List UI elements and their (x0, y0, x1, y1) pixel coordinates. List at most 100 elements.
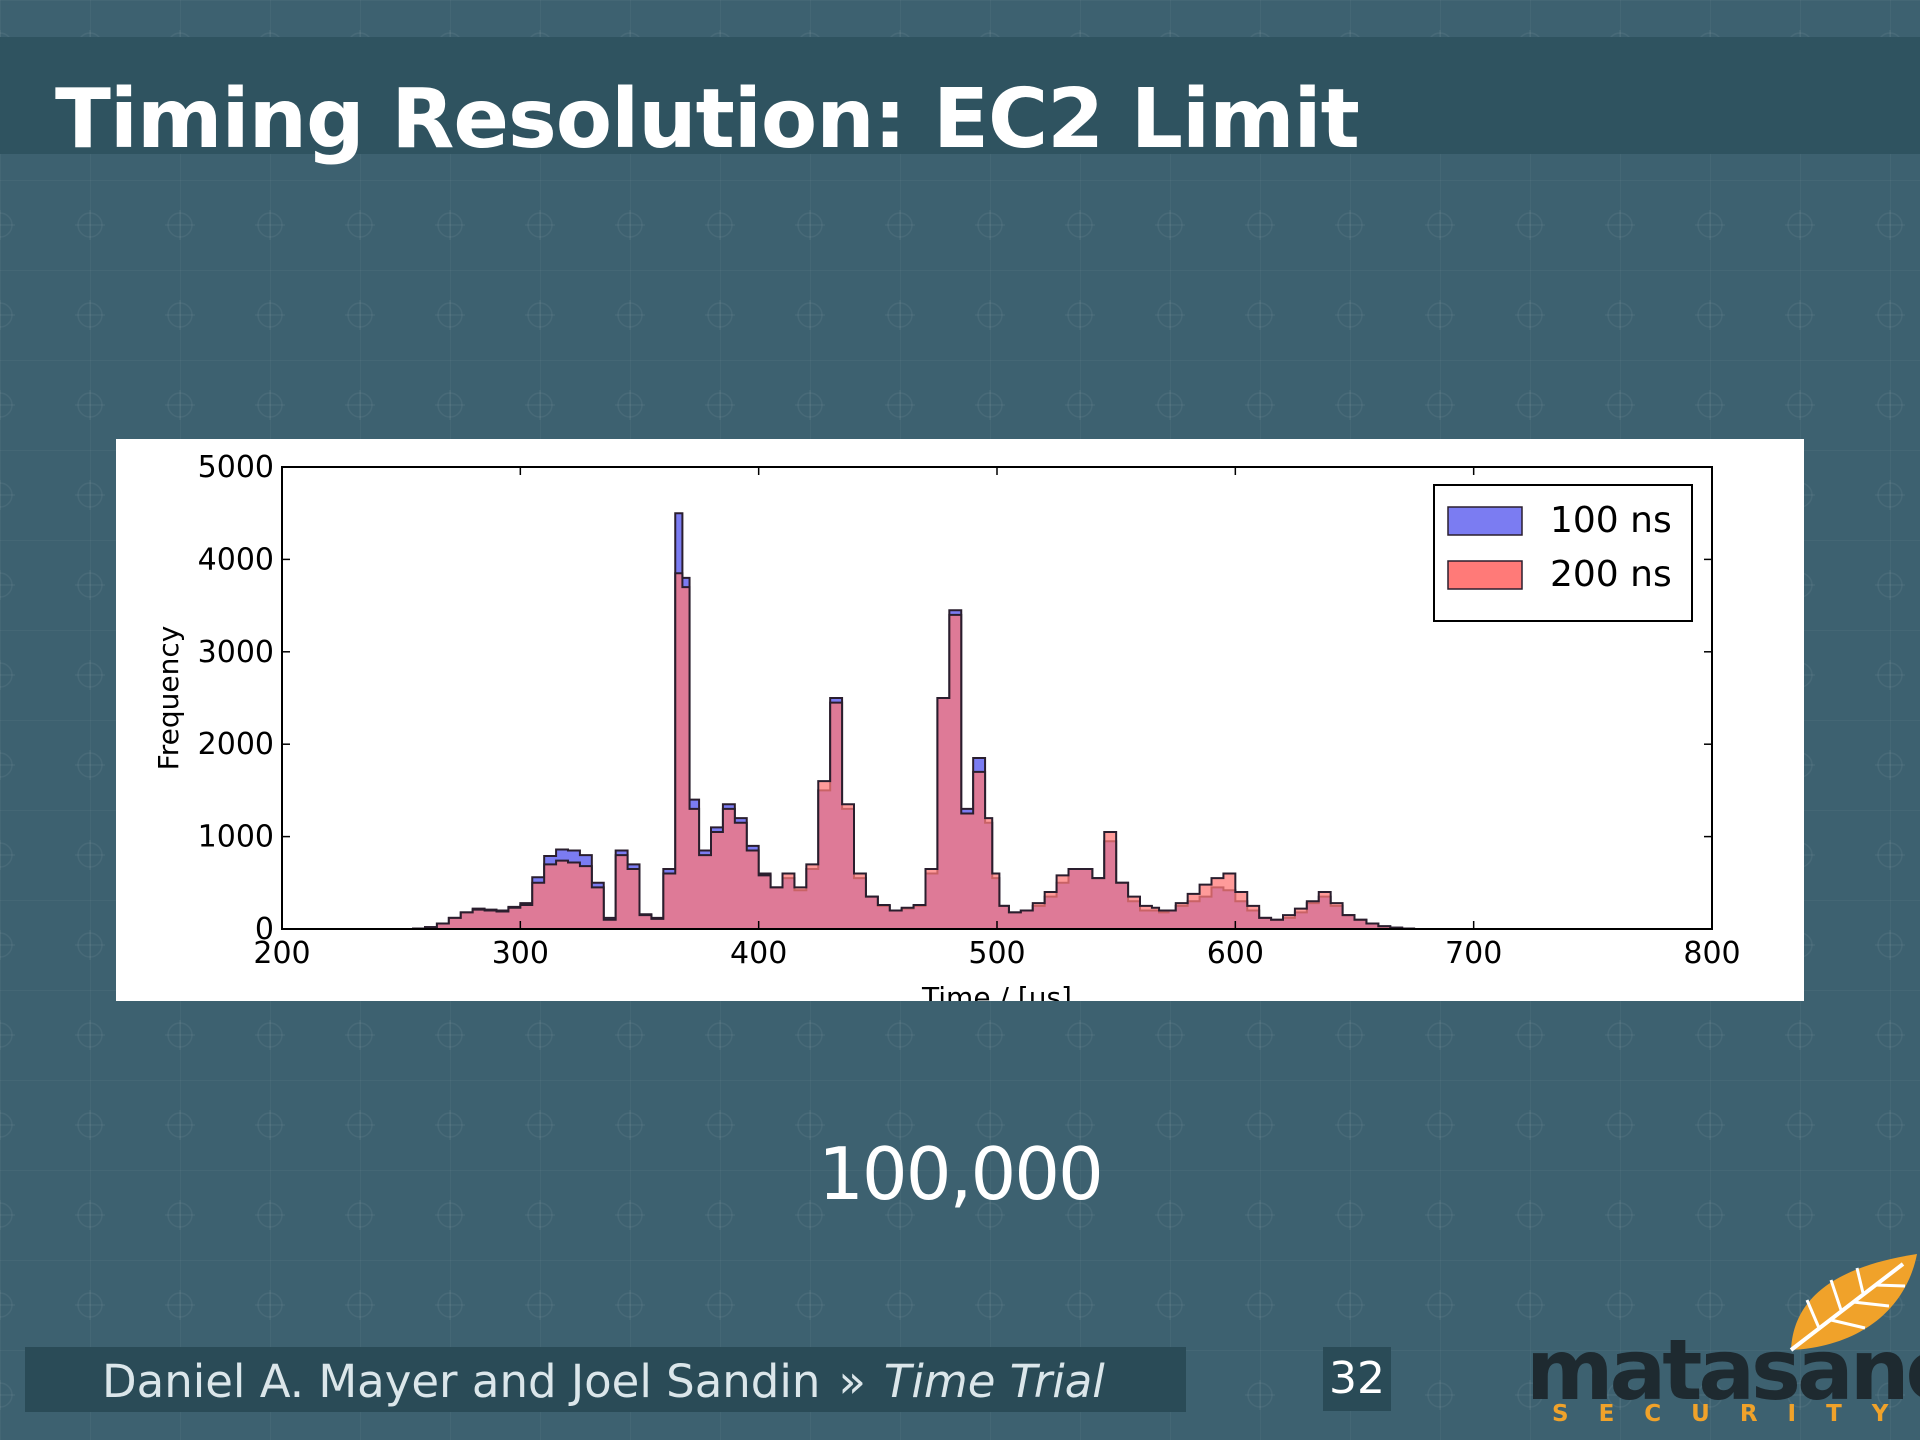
crosshair-icon (1425, 1380, 1455, 1410)
crosshair-icon (975, 1200, 1005, 1230)
crosshair-icon (75, 1020, 105, 1050)
crosshair-icon (345, 300, 375, 330)
crosshair-icon (75, 1200, 105, 1230)
crosshair-icon (1605, 1380, 1635, 1410)
leaf-icon (1789, 1254, 1917, 1352)
crosshair-icon (525, 1020, 555, 1050)
crosshair-icon (1245, 1110, 1275, 1140)
crosshair-icon (975, 1290, 1005, 1320)
crosshair-icon (1065, 1110, 1095, 1140)
crosshair-icon (975, 1110, 1005, 1140)
crosshair-icon (615, 300, 645, 330)
crosshair-icon (525, 210, 555, 240)
crosshair-icon (0, 1290, 15, 1320)
crosshair-icon (705, 1020, 735, 1050)
crosshair-icon (1515, 210, 1545, 240)
crosshair-icon (1605, 1020, 1635, 1050)
crosshair-icon (1785, 1020, 1815, 1050)
crosshair-icon (435, 1290, 465, 1320)
crosshair-icon (345, 1290, 375, 1320)
crosshair-icon (1785, 1110, 1815, 1140)
crosshair-icon (1425, 390, 1455, 420)
crosshair-icon (0, 1380, 15, 1410)
crosshair-icon (1335, 390, 1365, 420)
crosshair-icon (1695, 210, 1725, 240)
crosshair-icon (795, 390, 825, 420)
slide-title: Timing Resolution: EC2 Limit (55, 72, 1360, 167)
crosshair-icon (435, 390, 465, 420)
crosshair-icon (1155, 390, 1185, 420)
crosshair-icon (1875, 480, 1905, 510)
crosshair-icon (1875, 660, 1905, 690)
crosshair-icon (165, 1290, 195, 1320)
crosshair-icon (1695, 1290, 1725, 1320)
crosshair-icon (885, 390, 915, 420)
series-2-histogram (401, 573, 1641, 929)
histogram-chart-panel: 200 300 400 500 600 700 800 0 1000 2000 3000 4000 50… (116, 439, 1804, 1001)
crosshair-icon (615, 1200, 645, 1230)
crosshair-icon (975, 300, 1005, 330)
crosshair-icon (705, 300, 735, 330)
crosshair-icon (0, 570, 15, 600)
crosshair-icon (1335, 210, 1365, 240)
y-axis-label: Frequency (152, 626, 185, 771)
crosshair-icon (1875, 1380, 1905, 1410)
footer-separator: » (838, 1355, 866, 1408)
crosshair-icon (345, 1110, 375, 1140)
crosshair-icon (255, 390, 285, 420)
crosshair-icon (1335, 1020, 1365, 1050)
y-tick-label: 2000 (198, 727, 274, 762)
crosshair-icon (165, 300, 195, 330)
crosshair-icon (525, 390, 555, 420)
crosshair-icon (255, 210, 285, 240)
crosshair-icon (1785, 1200, 1815, 1230)
crosshair-icon (1245, 300, 1275, 330)
crosshair-icon (1605, 1290, 1635, 1320)
crosshair-icon (885, 1200, 915, 1230)
crosshair-icon (795, 1020, 825, 1050)
crosshair-icon (345, 1020, 375, 1050)
crosshair-icon (0, 480, 15, 510)
histogram-chart: 200 300 400 500 600 700 800 0 1000 2000 3000 4000 50… (152, 450, 1741, 1001)
crosshair-icon (435, 300, 465, 330)
crosshair-icon (1335, 1200, 1365, 1230)
crosshair-icon (1155, 1290, 1185, 1320)
y-tick-label: 1000 (198, 820, 274, 855)
title-bar: Timing Resolution: EC2 Limit (0, 37, 1920, 161)
crosshair-icon (1515, 300, 1545, 330)
crosshair-icon (1695, 300, 1725, 330)
crosshair-icon (1065, 300, 1095, 330)
crosshair-icon (1875, 1020, 1905, 1050)
x-tick-label: 200 (253, 936, 310, 971)
crosshair-icon (1875, 840, 1905, 870)
legend-swatch (1447, 506, 1523, 536)
crosshair-icon (435, 210, 465, 240)
crosshair-icon (885, 210, 915, 240)
footer-authors: Daniel A. Mayer and Joel Sandin (102, 1355, 821, 1408)
crosshair-icon (75, 390, 105, 420)
crosshair-icon (615, 1020, 645, 1050)
crosshair-icon (1875, 1110, 1905, 1140)
crosshair-icon (255, 1290, 285, 1320)
crosshair-icon (75, 480, 105, 510)
crosshair-icon (1335, 1290, 1365, 1320)
crosshair-icon (75, 570, 105, 600)
crosshair-icon (615, 390, 645, 420)
x-tick-label: 700 (1445, 936, 1502, 971)
y-tick-label: 4000 (198, 542, 274, 577)
crosshair-icon (165, 1110, 195, 1140)
crosshair-icon (1065, 1020, 1095, 1050)
crosshair-icon (0, 210, 15, 240)
crosshair-icon (1065, 1200, 1095, 1230)
crosshair-icon (1605, 210, 1635, 240)
sample-count-label: 100,000 (818, 1132, 1104, 1216)
crosshair-icon (1425, 210, 1455, 240)
crosshair-icon (795, 1290, 825, 1320)
crosshair-icon (795, 1110, 825, 1140)
crosshair-icon (0, 300, 15, 330)
crosshair-icon (1065, 390, 1095, 420)
x-tick-label: 300 (492, 936, 549, 971)
crosshair-icon (525, 300, 555, 330)
crosshair-icon (795, 1200, 825, 1230)
crosshair-icon (975, 210, 1005, 240)
